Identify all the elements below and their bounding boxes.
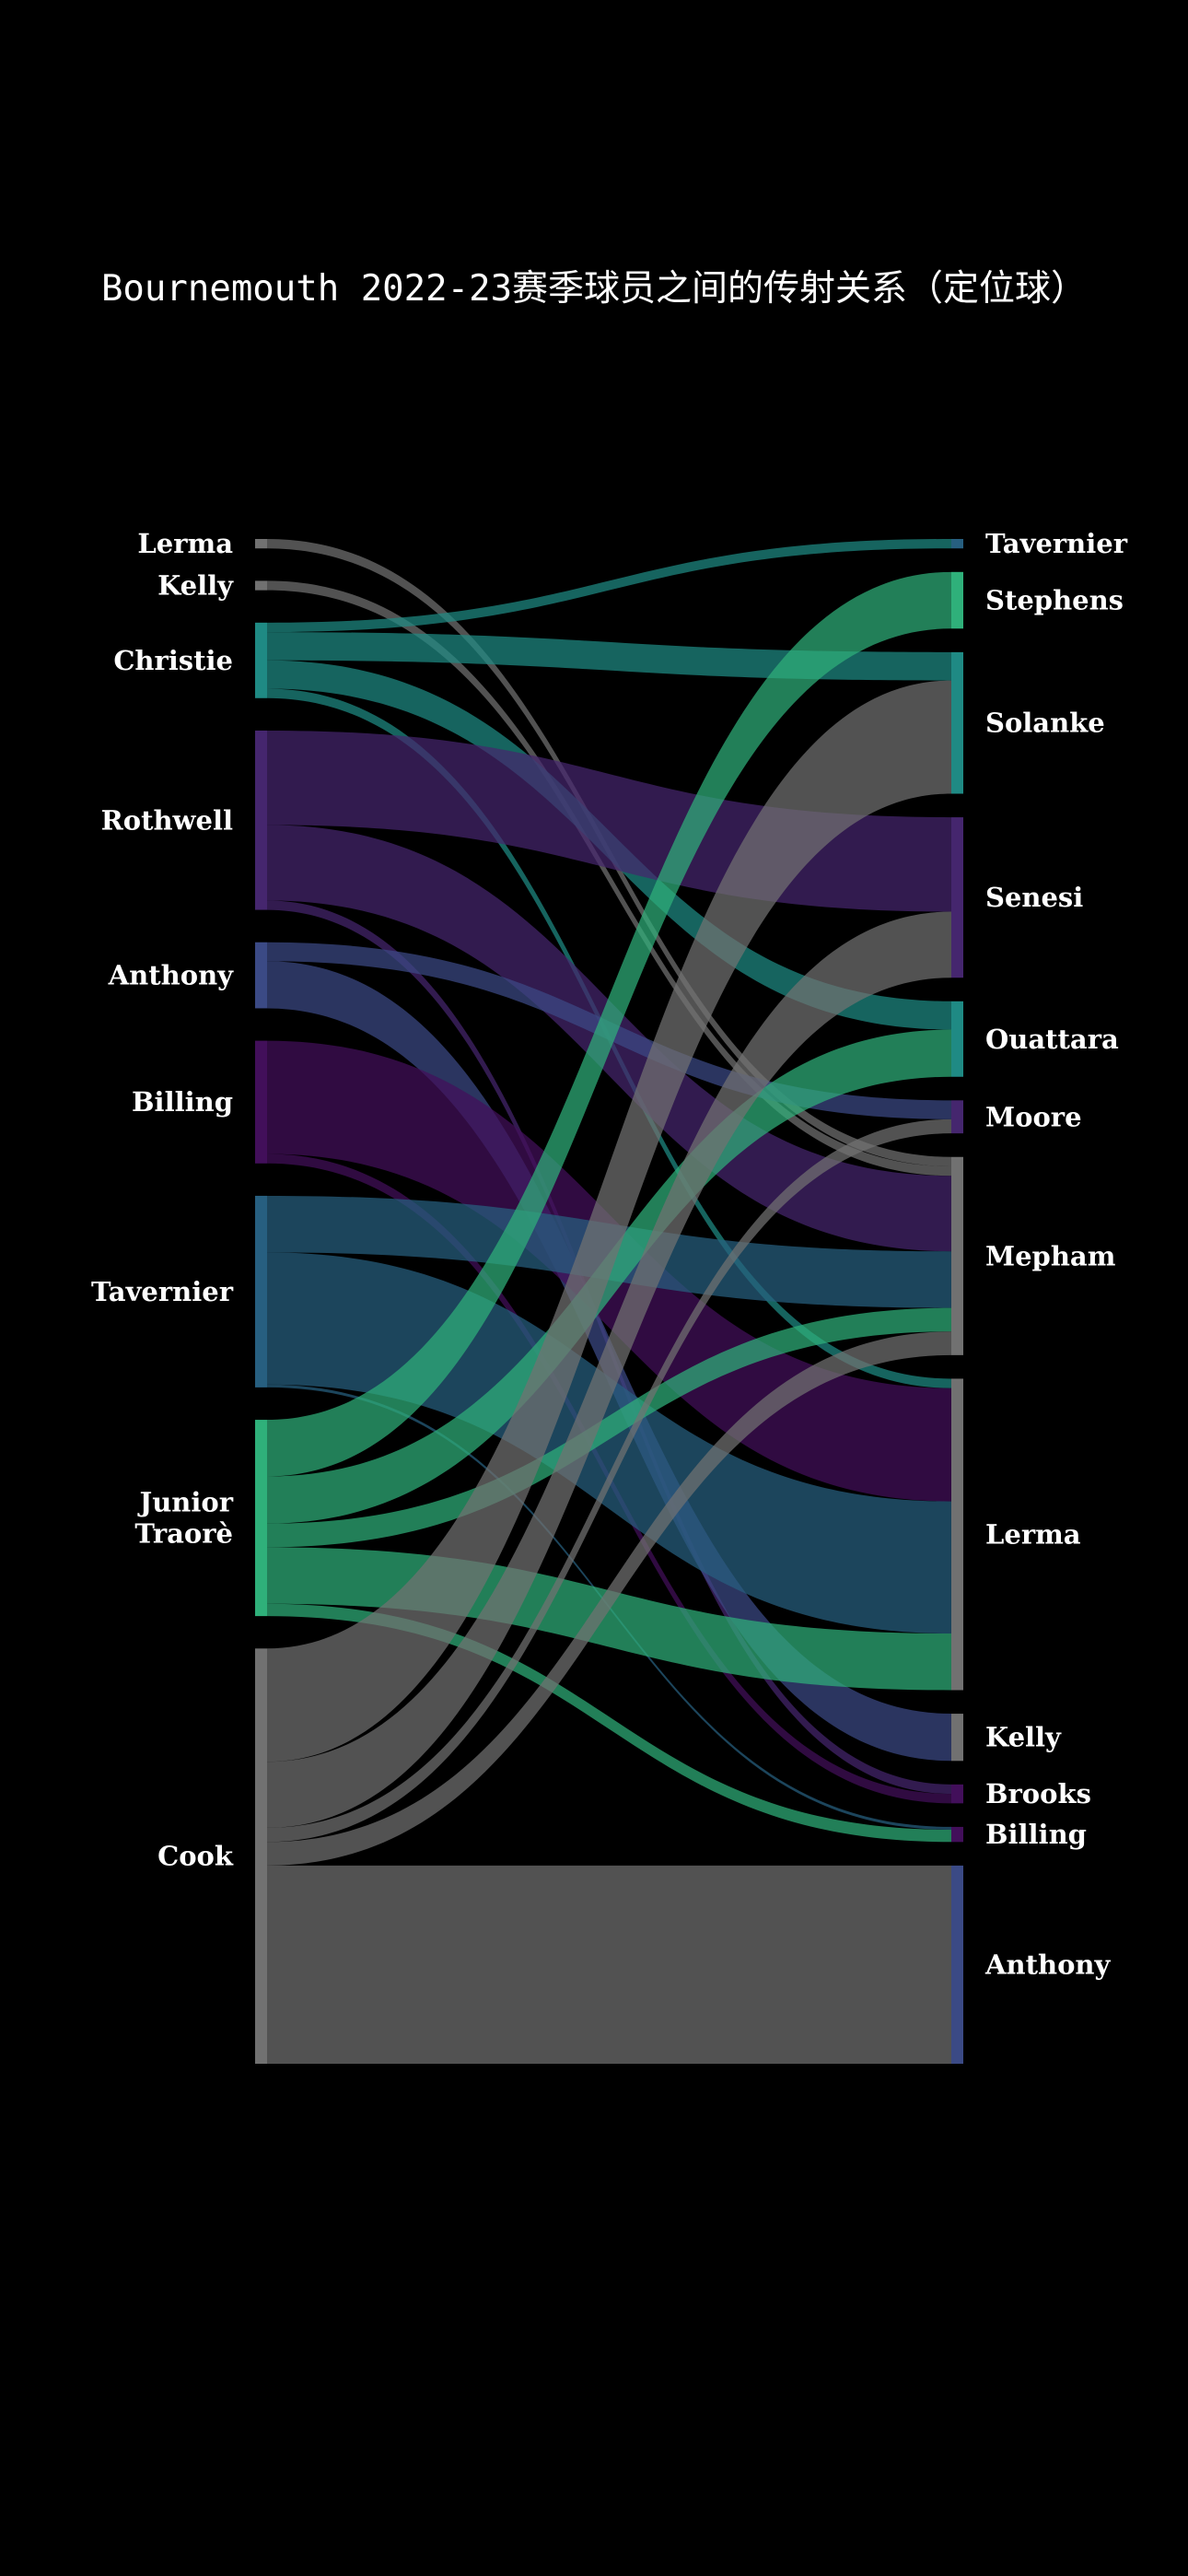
- target-node-tavernier: [951, 539, 963, 549]
- target-node-brooks: [951, 1784, 963, 1804]
- target-label-mepham: Mepham: [985, 1240, 1116, 1271]
- target-node-mepham: [951, 1156, 963, 1355]
- flow-junior-traor-to-billing: [267, 1603, 951, 1843]
- source-label-kelly: Kelly: [157, 570, 234, 602]
- node-labels: Lerma Kelly Christie Rothwell Anthony Billing…: [91, 528, 1128, 1980]
- target-node-lerma: [951, 1378, 963, 1691]
- target-node-solanke: [951, 651, 963, 794]
- source-node-anthony: [255, 942, 267, 1009]
- source-node-lerma: [255, 539, 267, 549]
- target-label-anthony: Anthony: [984, 1949, 1111, 1980]
- target-node-moore: [951, 1100, 963, 1134]
- source-label-cook: Cook: [157, 1841, 234, 1872]
- target-label-stephens: Stephens: [985, 585, 1124, 616]
- flow-cook-to-solanke: [267, 680, 951, 1762]
- target-node-billing: [951, 1826, 963, 1843]
- target-label-lerma: Lerma: [985, 1518, 1081, 1550]
- chart-title: Bournemouth 2022-23赛季球员之间的传射关系（定位球）: [101, 268, 1087, 310]
- nodes: [255, 539, 963, 2064]
- target-label-billing: Billing: [985, 1819, 1087, 1850]
- flow-junior-traor-to-mepham: [267, 1307, 951, 1548]
- target-node-senesi: [951, 817, 963, 978]
- source-label-christie: Christie: [113, 645, 233, 676]
- flow-cook-to-moore: [267, 1118, 951, 1843]
- flow-christie-to-tavernier: [267, 539, 951, 633]
- target-node-kelly: [951, 1714, 963, 1762]
- flow-cook-to-senesi: [267, 911, 951, 1828]
- target-label-solanke: Solanke: [985, 708, 1105, 739]
- source-node-christie: [255, 622, 267, 698]
- target-node-ouattara: [951, 1001, 963, 1077]
- source-label-billing: Billing: [132, 1086, 233, 1118]
- flow-kelly-to-mepham: [267, 580, 951, 1177]
- source-label-anthony: Anthony: [108, 960, 234, 991]
- target-label-moore: Moore: [985, 1101, 1082, 1132]
- flows: [267, 539, 951, 2064]
- source-label-tavernier: Tavernier: [91, 1276, 234, 1307]
- source-node-kelly: [255, 580, 267, 591]
- source-label-lerma: Lerma: [137, 528, 233, 559]
- source-node-cook: [255, 1648, 267, 2064]
- target-label-tavernier: Tavernier: [985, 528, 1128, 559]
- target-node-stephens: [951, 571, 963, 629]
- target-label-kelly: Kelly: [985, 1722, 1062, 1753]
- source-label-junior-traor: Junior Traorè: [134, 1487, 233, 1550]
- flow-cook-to-mepham: [267, 1331, 951, 1866]
- source-node-rothwell: [255, 730, 267, 910]
- source-node-junior-traor: [255, 1420, 267, 1617]
- source-label-rothwell: Rothwell: [101, 804, 233, 836]
- target-label-brooks: Brooks: [985, 1778, 1091, 1809]
- flow-junior-traor-to-stephens: [267, 571, 951, 1477]
- source-node-tavernier: [255, 1195, 267, 1388]
- target-label-senesi: Senesi: [985, 882, 1083, 913]
- target-label-ouattara: Ouattara: [985, 1024, 1119, 1055]
- flow-cook-to-anthony: [267, 1865, 951, 2064]
- source-node-billing: [255, 1040, 267, 1164]
- target-node-anthony: [951, 1865, 963, 2064]
